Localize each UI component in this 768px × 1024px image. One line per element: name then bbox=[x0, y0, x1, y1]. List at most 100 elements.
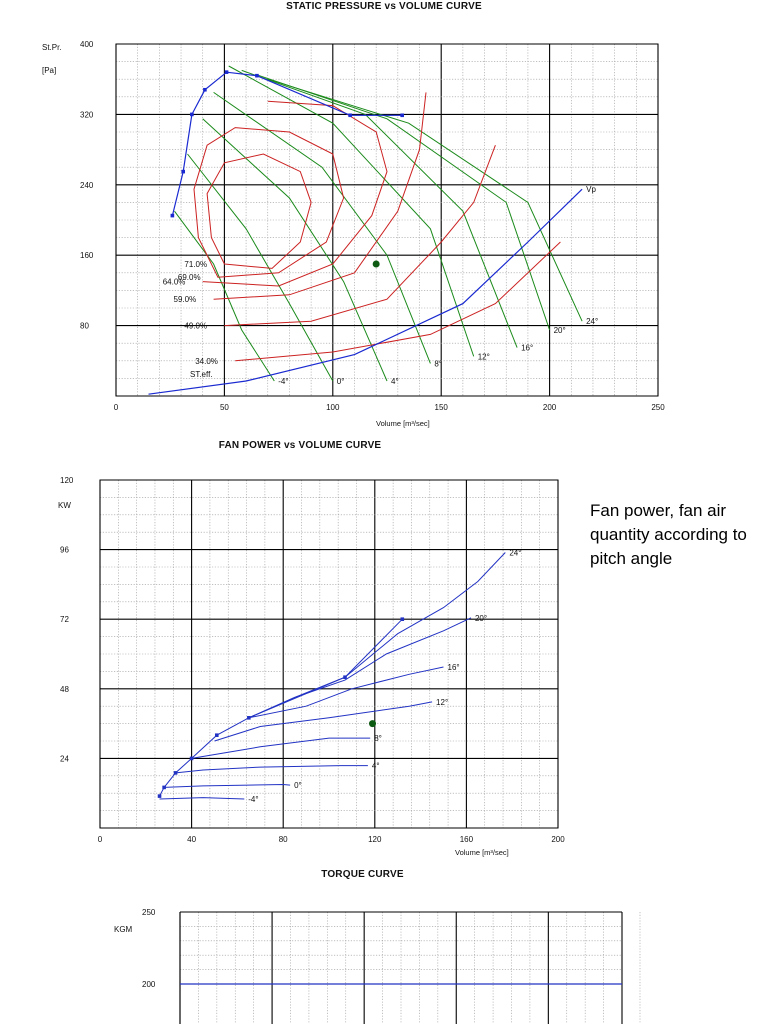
y-tick-label: 240 bbox=[80, 181, 94, 190]
y-axis-title: KW bbox=[58, 501, 71, 510]
pitch-line bbox=[174, 210, 275, 382]
pitch-label: 20° bbox=[554, 326, 566, 335]
pitch-line bbox=[202, 118, 388, 382]
operating-point bbox=[372, 260, 380, 268]
caption-text: Fan power, fan air quantity according to… bbox=[590, 501, 747, 568]
x-tick-label: 0 bbox=[114, 403, 119, 412]
efficiency-label: 69.0% bbox=[178, 273, 201, 282]
efficiency-label: 59.0% bbox=[174, 295, 197, 304]
x-tick-label: 200 bbox=[551, 835, 565, 844]
pitch-label: 24° bbox=[586, 317, 598, 326]
envelope-marker bbox=[400, 113, 404, 118]
y-axis-title-line1: St.Pr. bbox=[42, 43, 62, 52]
x-tick-label: 120 bbox=[368, 835, 382, 844]
envelope-marker bbox=[162, 785, 166, 790]
x-tick-label: 200 bbox=[543, 403, 557, 412]
y-axis-title: KGM bbox=[114, 925, 133, 934]
torque-chart-title: TORQUE CURVE bbox=[321, 869, 404, 880]
envelope-line bbox=[171, 71, 403, 216]
pitch-line bbox=[241, 69, 518, 348]
power-series-line bbox=[159, 797, 245, 800]
x-tick-label: 160 bbox=[460, 835, 474, 844]
efficiency-line bbox=[193, 127, 345, 278]
x-tick-label: 40 bbox=[187, 835, 196, 844]
envelope-marker bbox=[247, 716, 251, 720]
vp-curve bbox=[148, 188, 583, 395]
efficiency-line bbox=[224, 145, 496, 327]
y-axis-title-line2: [Pa] bbox=[42, 66, 56, 75]
pitch-label: -4° bbox=[278, 377, 288, 386]
x-tick-label: 150 bbox=[435, 403, 449, 412]
power-series-line bbox=[164, 783, 291, 788]
envelope-marker bbox=[224, 70, 229, 74]
series-label: 16° bbox=[448, 663, 460, 672]
x-tick-label: 250 bbox=[651, 403, 665, 412]
envelope-marker bbox=[181, 169, 186, 174]
x-tick-label: 50 bbox=[220, 403, 229, 412]
st-eff-label: ST.eff. bbox=[190, 370, 213, 379]
pitch-line bbox=[267, 78, 583, 322]
envelope-marker bbox=[190, 112, 194, 117]
x-tick-label: 100 bbox=[326, 403, 340, 412]
efficiency-label: 34.0% bbox=[195, 357, 218, 366]
x-tick-label: 80 bbox=[279, 835, 288, 844]
power-series-line bbox=[191, 737, 371, 759]
efficiency-label: 64.0% bbox=[163, 278, 186, 287]
power-series-line bbox=[214, 701, 433, 742]
x-axis-title: Volume [m³/sec] bbox=[455, 848, 509, 857]
series-label: -4° bbox=[248, 795, 258, 804]
y-tick-label: 96 bbox=[60, 546, 69, 555]
pitch-line bbox=[187, 153, 334, 382]
y-tick-label: 80 bbox=[80, 322, 89, 331]
y-tick-label: 200 bbox=[142, 980, 156, 989]
efficiency-line bbox=[202, 100, 388, 287]
power-series-line bbox=[248, 552, 506, 719]
plot-frame bbox=[115, 43, 659, 397]
pitch-label: 16° bbox=[521, 344, 533, 353]
envelope-marker bbox=[400, 617, 405, 621]
plot-frame bbox=[99, 479, 559, 829]
series-label: 0° bbox=[294, 781, 302, 790]
envelope-line bbox=[159, 618, 403, 797]
static-pressure-chart: 0 50 100 150 200 250 80 160 240 320 400 -4° 0° 4° 8° 12… bbox=[42, 40, 665, 428]
pitch-label: 0° bbox=[337, 377, 345, 386]
efficiency-label: 71.0% bbox=[184, 260, 207, 269]
pitch-line bbox=[228, 65, 475, 357]
envelope-marker bbox=[348, 113, 352, 118]
vp-label: Vp bbox=[586, 185, 596, 194]
envelope-marker bbox=[255, 73, 259, 78]
y-tick-label: 250 bbox=[142, 908, 156, 917]
efficiency-line bbox=[206, 153, 312, 269]
envelope-marker bbox=[189, 756, 194, 761]
fan-power-chart-title: FAN POWER vs VOLUME CURVE bbox=[218, 440, 382, 451]
efficiency-line bbox=[235, 241, 561, 362]
fan-power-chart: 0 40 80 120 160 200 24 48 72 96 120 -4° 0° 4° 8° 12° 16°… bbox=[58, 476, 565, 857]
y-tick-label: 400 bbox=[80, 40, 94, 49]
y-tick-label: 120 bbox=[60, 476, 74, 485]
x-tick-label: 0 bbox=[98, 835, 103, 844]
y-tick-label: 320 bbox=[80, 110, 94, 119]
y-tick-label: 24 bbox=[60, 754, 69, 763]
efficiency-line bbox=[213, 92, 427, 300]
series-label: 8° bbox=[374, 734, 382, 743]
pitch-label: 4° bbox=[391, 377, 399, 386]
series-label: 12° bbox=[436, 698, 448, 707]
envelope-marker bbox=[170, 213, 175, 218]
static-pressure-chart-title: STATIC PRESSURE vs VOLUME CURVE bbox=[286, 1, 482, 12]
y-tick-label: 72 bbox=[60, 615, 69, 624]
pitch-line bbox=[256, 74, 551, 331]
power-series-line bbox=[175, 765, 368, 774]
envelope-marker bbox=[343, 675, 347, 679]
torque-chart: 200 250 KGM bbox=[114, 908, 641, 1024]
pitch-label: 8° bbox=[434, 359, 442, 368]
series-label: 24° bbox=[509, 549, 521, 558]
pitch-line bbox=[213, 91, 431, 364]
envelope-marker bbox=[214, 733, 219, 737]
envelope-marker bbox=[157, 794, 162, 798]
operating-point bbox=[369, 720, 377, 728]
x-axis-title: Volume [m³/sec] bbox=[376, 419, 430, 428]
envelope-marker bbox=[173, 771, 178, 775]
y-tick-label: 48 bbox=[60, 685, 69, 694]
y-tick-label: 160 bbox=[80, 251, 94, 260]
series-label: 20° bbox=[475, 614, 487, 623]
